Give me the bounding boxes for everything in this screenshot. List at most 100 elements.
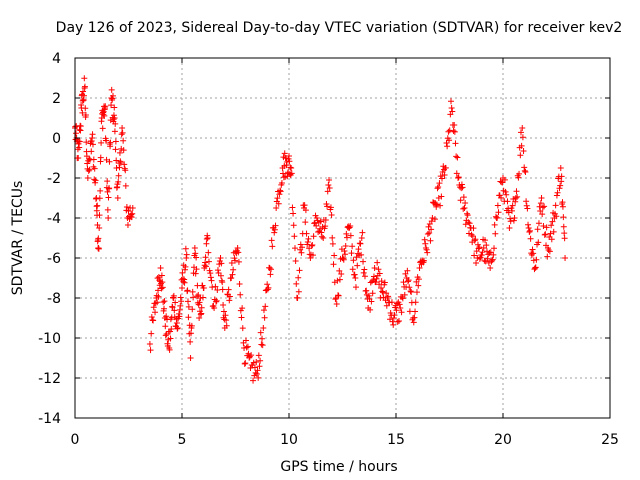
data-point	[394, 300, 401, 307]
data-point	[310, 233, 317, 240]
data-point	[405, 277, 412, 284]
data-point	[105, 215, 112, 221]
data-point	[147, 347, 154, 354]
data-point	[507, 215, 514, 222]
data-point	[546, 248, 553, 255]
data-point	[111, 104, 118, 111]
data-point	[228, 259, 235, 266]
data-point	[369, 278, 376, 285]
data-point	[308, 242, 315, 249]
data-point	[400, 279, 407, 286]
y-tick-label: -14	[38, 411, 61, 427]
data-point	[349, 243, 356, 250]
data-point	[340, 256, 347, 263]
data-point	[82, 105, 89, 112]
data-point	[271, 229, 278, 236]
data-point	[526, 228, 533, 235]
data-point	[358, 251, 365, 258]
data-point	[342, 251, 349, 258]
data-point	[530, 257, 537, 264]
data-point	[377, 294, 384, 301]
data-point	[99, 125, 106, 132]
data-point	[296, 267, 303, 274]
data-point	[170, 292, 177, 299]
data-point	[485, 259, 492, 266]
data-point	[489, 256, 496, 263]
data-point	[515, 174, 522, 181]
data-point	[197, 295, 204, 302]
data-point	[242, 337, 249, 344]
data-point	[250, 377, 257, 384]
data-point	[162, 323, 169, 330]
data-point	[318, 229, 325, 236]
data-point	[471, 252, 478, 259]
y-tick-label: -10	[38, 331, 61, 347]
data-point	[538, 195, 545, 201]
data-point	[91, 165, 98, 172]
data-point	[185, 314, 192, 321]
data-point	[491, 221, 498, 228]
data-point	[242, 360, 249, 367]
data-point	[402, 270, 409, 277]
data-point	[469, 233, 476, 240]
data-point	[408, 289, 415, 296]
data-point	[88, 148, 95, 155]
data-point	[281, 150, 288, 157]
data-point	[295, 274, 302, 281]
data-point	[92, 177, 99, 184]
data-point	[520, 148, 527, 155]
data-point	[326, 177, 333, 184]
data-point	[115, 178, 122, 185]
data-point	[214, 286, 221, 293]
data-point	[213, 298, 220, 305]
data-point	[76, 126, 83, 133]
data-point	[233, 247, 240, 254]
data-point	[521, 164, 528, 171]
data-point	[543, 224, 550, 231]
data-point	[119, 125, 126, 131]
data-point	[146, 341, 153, 347]
data-point	[484, 255, 491, 262]
data-point	[118, 131, 125, 138]
y-tick-label: 0	[52, 131, 61, 147]
data-point	[378, 285, 385, 291]
plot-frame	[74, 57, 611, 419]
data-point	[159, 279, 166, 286]
data-point	[101, 112, 108, 119]
data-point	[336, 267, 343, 274]
chart-title: Day 126 of 2023, Sidereal Day-to-day VTE…	[56, 20, 623, 36]
data-point	[526, 227, 533, 234]
data-point	[447, 98, 454, 105]
data-point	[513, 188, 520, 195]
data-point	[329, 234, 336, 241]
data-point	[390, 321, 397, 328]
data-point	[128, 211, 135, 218]
data-point	[404, 278, 411, 285]
data-point	[495, 209, 502, 216]
data-point	[160, 299, 167, 306]
data-point	[553, 213, 560, 220]
data-point	[451, 121, 458, 128]
data-point	[487, 249, 494, 256]
data-point	[383, 290, 390, 297]
data-point	[410, 319, 417, 326]
data-point	[220, 308, 227, 315]
x-tick-label: 5	[178, 432, 187, 448]
data-point	[207, 274, 214, 281]
data-point	[351, 271, 358, 278]
data-point	[290, 210, 297, 217]
data-point	[148, 314, 155, 321]
data-points	[72, 75, 569, 384]
data-point	[397, 305, 404, 311]
data-point	[514, 193, 521, 200]
data-point	[503, 191, 510, 198]
data-point	[167, 328, 174, 335]
data-point	[89, 131, 96, 138]
y-tick-label: 4	[52, 51, 61, 67]
data-point	[96, 224, 103, 231]
data-point	[534, 226, 541, 233]
data-point	[388, 299, 395, 306]
data-point	[317, 218, 324, 225]
data-point	[223, 322, 230, 329]
data-point	[173, 320, 180, 327]
